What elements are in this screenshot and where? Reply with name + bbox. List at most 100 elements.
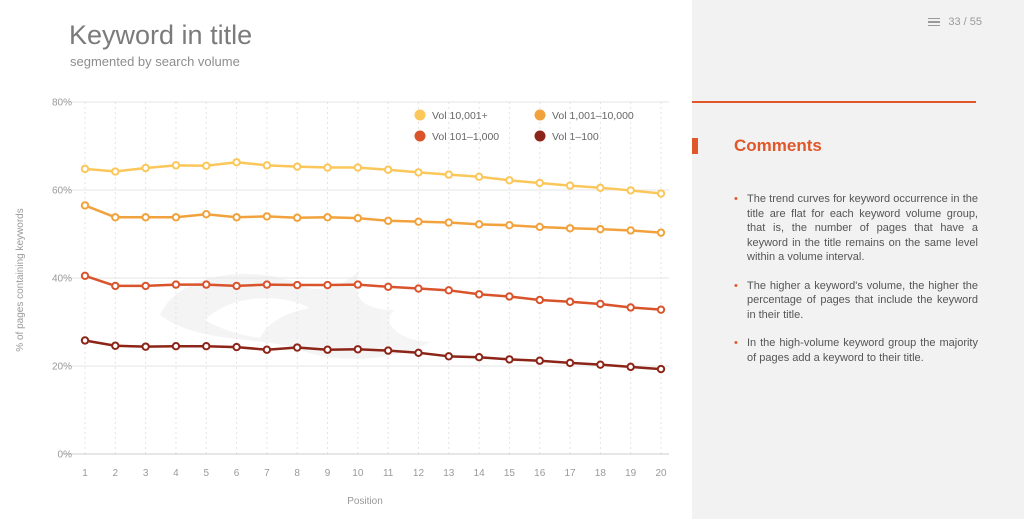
legend-item[interactable]: Vol 101–1,000 bbox=[414, 130, 500, 143]
data-point[interactable] bbox=[535, 222, 544, 232]
x-tick-label: 19 bbox=[625, 468, 637, 479]
data-point[interactable] bbox=[505, 292, 514, 301]
data-point[interactable] bbox=[444, 218, 453, 227]
menu-icon[interactable] bbox=[928, 17, 941, 27]
y-tick-label: 60% bbox=[52, 186, 72, 197]
data-point[interactable] bbox=[293, 280, 302, 290]
data-point[interactable] bbox=[111, 167, 120, 176]
data-point[interactable] bbox=[141, 213, 150, 222]
data-point[interactable] bbox=[535, 295, 544, 305]
data-point[interactable] bbox=[323, 163, 332, 172]
data-point[interactable] bbox=[626, 362, 635, 372]
data-point[interactable] bbox=[293, 343, 302, 352]
series-line bbox=[84, 339, 662, 371]
data-point[interactable] bbox=[202, 280, 211, 289]
data-point[interactable] bbox=[444, 286, 453, 295]
data-point[interactable] bbox=[262, 212, 272, 221]
comments-title: Comments bbox=[734, 136, 822, 155]
data-point[interactable] bbox=[202, 210, 211, 219]
data-point[interactable] bbox=[596, 299, 605, 309]
data-point[interactable] bbox=[414, 168, 423, 177]
comments-divider bbox=[692, 101, 976, 103]
data-point[interactable] bbox=[596, 224, 605, 234]
data-point[interactable] bbox=[171, 280, 181, 289]
data-point[interactable] bbox=[232, 213, 241, 222]
data-point[interactable] bbox=[626, 303, 635, 312]
data-point[interactable] bbox=[323, 280, 332, 290]
data-point[interactable] bbox=[323, 345, 332, 354]
data-point[interactable] bbox=[141, 342, 150, 351]
data-point[interactable] bbox=[293, 162, 302, 171]
data-point[interactable] bbox=[626, 226, 635, 235]
data-point[interactable] bbox=[353, 280, 363, 289]
data-point[interactable] bbox=[565, 181, 575, 190]
x-tick-label: 5 bbox=[203, 468, 209, 479]
data-point[interactable] bbox=[565, 358, 575, 368]
x-tick-label: 11 bbox=[383, 468, 394, 479]
data-point[interactable] bbox=[353, 345, 363, 354]
data-point[interactable] bbox=[474, 353, 484, 362]
bullet-icon: • bbox=[734, 337, 738, 349]
data-point[interactable] bbox=[414, 348, 423, 357]
data-point[interactable] bbox=[141, 163, 150, 173]
data-point[interactable] bbox=[656, 305, 666, 314]
data-point[interactable] bbox=[262, 345, 272, 354]
data-point[interactable] bbox=[474, 220, 484, 229]
data-point[interactable] bbox=[414, 217, 423, 226]
data-point[interactable] bbox=[656, 189, 666, 198]
page-subtitle: segmented by search volume bbox=[70, 54, 240, 69]
data-point[interactable] bbox=[383, 346, 393, 355]
data-point[interactable] bbox=[505, 221, 514, 230]
data-point[interactable] bbox=[535, 356, 544, 365]
data-point[interactable] bbox=[262, 161, 272, 170]
data-point[interactable] bbox=[171, 161, 181, 170]
data-point[interactable] bbox=[383, 282, 393, 292]
data-point[interactable] bbox=[383, 216, 393, 226]
page-counter[interactable]: 33 / 55 bbox=[928, 16, 982, 28]
data-point[interactable] bbox=[565, 297, 575, 306]
data-point[interactable] bbox=[111, 213, 120, 222]
data-point[interactable] bbox=[232, 342, 241, 352]
data-point[interactable] bbox=[111, 281, 120, 291]
data-point[interactable] bbox=[111, 341, 120, 350]
legend: Vol 10,001+ Vol 1,001–10,000 Vol 101–1,000… bbox=[414, 109, 634, 143]
data-point[interactable] bbox=[202, 342, 211, 351]
data-point[interactable] bbox=[80, 336, 90, 345]
data-point[interactable] bbox=[383, 165, 393, 174]
watermark-logo bbox=[160, 270, 430, 359]
data-point[interactable] bbox=[596, 360, 605, 369]
data-point[interactable] bbox=[565, 224, 575, 233]
data-point[interactable] bbox=[141, 281, 150, 291]
data-point[interactable] bbox=[80, 271, 90, 281]
data-point[interactable] bbox=[353, 213, 363, 223]
data-point[interactable] bbox=[656, 364, 666, 374]
data-point[interactable] bbox=[80, 201, 90, 210]
data-point[interactable] bbox=[535, 178, 544, 188]
data-point[interactable] bbox=[626, 186, 635, 195]
data-point[interactable] bbox=[596, 183, 605, 193]
data-point[interactable] bbox=[444, 352, 453, 361]
bullet-icon: • bbox=[734, 279, 738, 292]
series-line bbox=[84, 161, 662, 195]
comment-item: • The higher a keyword's volume, the high… bbox=[734, 279, 978, 323]
legend-item[interactable]: Vol 1–100 bbox=[534, 130, 599, 143]
data-point[interactable] bbox=[474, 290, 484, 299]
data-point[interactable] bbox=[474, 172, 484, 182]
data-point[interactable] bbox=[262, 280, 272, 289]
legend-item[interactable]: Vol 1,001–10,000 bbox=[534, 109, 634, 122]
data-point[interactable] bbox=[80, 164, 90, 174]
legend-item[interactable]: Vol 10,001+ bbox=[414, 109, 488, 122]
data-point[interactable] bbox=[171, 342, 181, 351]
data-point[interactable] bbox=[656, 228, 666, 237]
data-point[interactable] bbox=[171, 213, 181, 222]
data-point[interactable] bbox=[353, 163, 363, 172]
data-point[interactable] bbox=[505, 355, 514, 364]
data-point[interactable] bbox=[323, 213, 332, 222]
data-point[interactable] bbox=[293, 213, 302, 222]
data-point[interactable] bbox=[505, 176, 514, 185]
data-point[interactable] bbox=[202, 161, 211, 171]
data-point[interactable] bbox=[444, 170, 453, 179]
data-point[interactable] bbox=[232, 158, 241, 167]
data-point[interactable] bbox=[232, 281, 241, 291]
data-point[interactable] bbox=[414, 284, 423, 293]
